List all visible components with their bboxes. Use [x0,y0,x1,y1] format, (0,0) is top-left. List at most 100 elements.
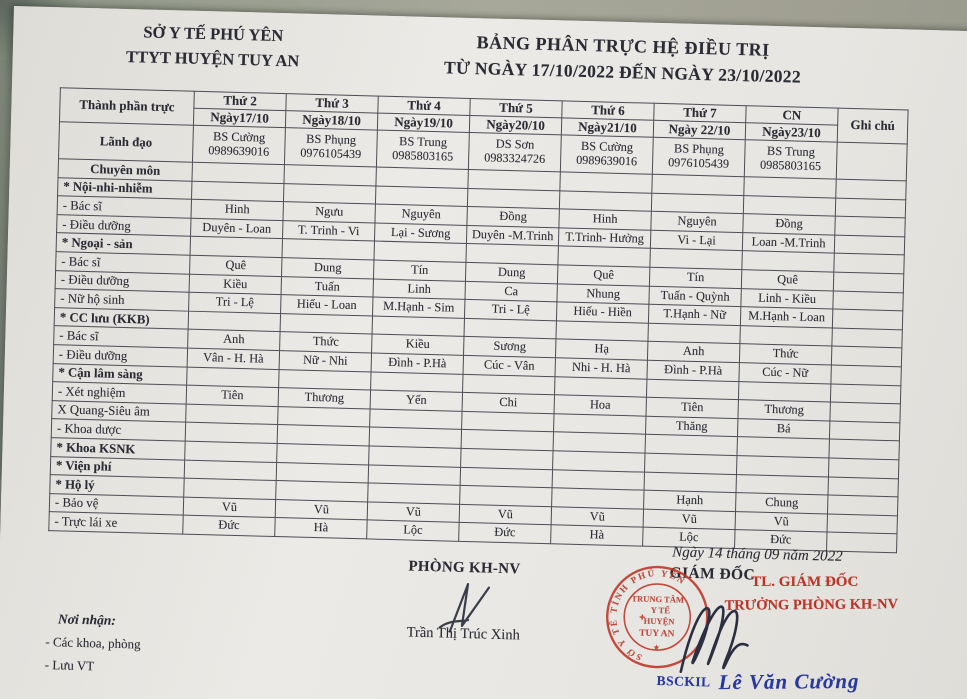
leader-phone: 0989639016 [576,152,638,169]
cell [467,188,560,210]
cell [552,450,646,472]
cell: Tín [649,267,742,289]
cell: Hà [550,525,644,547]
cell [649,248,743,270]
cell [191,162,285,184]
cell: Thăng [645,415,738,437]
cell [647,322,741,344]
note-cell [833,253,905,274]
cell [375,167,469,189]
cell [736,455,829,477]
leader-phone: 0985803165 [392,148,454,164]
director-signature-scribble [679,605,749,673]
leader-phone: 0983324726 [484,150,546,167]
stamp-cross-icon: ✚ [639,614,645,622]
cell: Cúc - Vân [463,355,556,377]
cell [644,471,737,493]
cell [743,195,836,217]
cell: Vũ [275,499,368,521]
cell [462,373,555,395]
cell [367,483,461,505]
cell: T. Trinh - Vi [282,220,375,242]
cell [275,480,369,502]
cell: M.Hạnh - Sim [372,297,465,319]
cell: Vũ [367,501,460,523]
dept-signature-scribble [438,582,491,633]
cell [184,459,277,481]
cell: Hiếu - Hiền [556,301,649,323]
cell [190,236,283,258]
cell [644,453,737,475]
director-signer-name: Lê Văn Cường [718,668,860,695]
cell: M.Hạnh - Loan [740,306,833,328]
recipients-item-2: - Lưu VT [44,657,95,674]
director-signer-line: BSCKIL Lê Văn Cường [656,666,859,696]
cell: Cúc - Nữ [738,362,832,384]
leader-cell: BS Phụng 0976105439 [284,127,378,168]
note-cell [829,420,900,442]
dept-signer-name: Trần Thị Trúc Xinh [406,624,521,644]
cell [283,183,376,205]
row-label: - Trực lái xe [48,511,184,534]
leader-phone: 0976105439 [667,155,730,171]
cell [738,381,831,403]
cell: Tiên [186,385,279,407]
cell [741,251,835,273]
stamp-center-line1: TRUNG TÂM [631,593,684,604]
cell [461,411,555,433]
note-cell [832,290,904,312]
leader-phone: 0976105439 [300,145,362,162]
note-cell [833,272,904,293]
cell [191,180,284,202]
note-cell [836,142,908,181]
cell: Vũ [183,496,276,518]
cell [373,241,467,263]
cell: Dung [281,257,374,279]
cell: Nữ - Nhi [279,350,372,372]
cell: Bá [737,418,830,440]
cell [183,478,277,500]
note-cell [828,439,900,460]
cell [283,164,377,186]
note-cell [830,383,901,404]
stamp-center-line3: HUYỆN [644,616,676,627]
note-cell [834,216,906,237]
cell: Anh [187,329,281,351]
leader-cell: BS Cường 0989639016 [560,134,654,175]
leader-cell: BS Phụng 0976105439 [652,137,746,177]
cell: Đức [182,515,276,537]
leader-phone: 0989639016 [208,143,270,159]
cell [185,422,278,444]
cell: Vi - Lại [650,230,743,252]
cell: T.Hạnh - Nữ [648,304,741,326]
cell: Đức [458,522,552,544]
cell [465,243,559,265]
org-name-line2: TTYT HUYỆN TUY AN [125,46,300,71]
cell: Anh [647,341,740,363]
cell: Đình - P.Hà [646,360,740,382]
cell [185,403,279,425]
cell [736,436,830,458]
note-cell [830,364,902,386]
cell: Đồng [742,213,836,235]
leader-cell: BS Trung 0985803165 [376,130,470,170]
director-signer-prefix: BSCKIL [656,673,711,690]
cell: Sương [463,336,556,358]
cell: Yến [370,390,463,412]
stamp-center-line2: Y TẾ [651,605,671,616]
cell: Ca [464,280,558,302]
cell: Nguyên [650,211,744,233]
cell [277,424,370,446]
note-cell [827,513,898,535]
cell [276,462,369,484]
cell [552,469,645,491]
cell [461,429,554,451]
round-official-stamp: SỞ Y TẾ TỈNH PHÚ YÊN TRUNG TÂM Y TẾ HUYỆ… [606,565,709,669]
recipients-item-1: - Các khoa, phòng [45,634,141,652]
cell: Loan -M.Trinh [742,232,835,254]
cell [467,169,561,191]
note-cell [827,495,898,516]
cell: Tuấn [281,276,374,298]
cell [551,487,645,509]
